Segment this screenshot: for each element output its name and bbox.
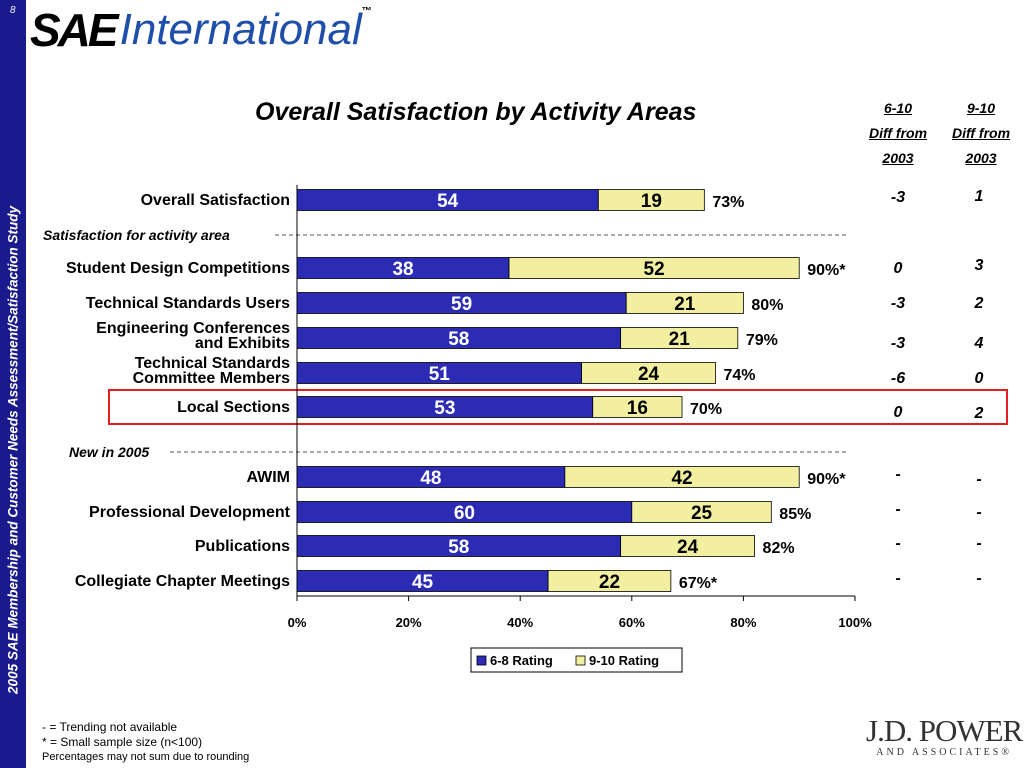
category-label: Professional Development xyxy=(89,504,291,521)
data-label-9-10: 16 xyxy=(627,398,648,419)
diff-9-10-value: 3 xyxy=(975,257,984,274)
section-label: Satisfaction for activity area xyxy=(43,227,230,243)
footnotes: - = Trending not available * = Small sam… xyxy=(42,720,249,765)
data-label-9-10: 19 xyxy=(641,191,662,212)
bar-9-10 xyxy=(620,535,755,557)
x-tick-label: 40% xyxy=(507,615,533,630)
data-label-6-8: 51 xyxy=(429,364,451,385)
bar-9-10 xyxy=(620,327,739,349)
bar-9-10 xyxy=(508,257,800,279)
total-label: 70% xyxy=(690,401,722,418)
diff-6-10-value: -6 xyxy=(891,370,905,387)
data-label-6-8: 58 xyxy=(448,329,469,350)
data-label-9-10: 42 xyxy=(671,468,692,489)
legend-swatch-9-10 xyxy=(575,655,586,666)
diff-9-10-value: - xyxy=(976,535,981,552)
diff-6-10-value: - xyxy=(895,501,900,518)
diff-6-10-value: -3 xyxy=(891,295,905,312)
diff-9-10-value: 2 xyxy=(974,295,984,312)
diff-6-10-value: - xyxy=(895,570,900,587)
category-label: Overall Satisfaction xyxy=(141,192,290,209)
diff-6-10-value: -3 xyxy=(891,189,905,206)
highlight-box xyxy=(108,389,1008,425)
total-label: 85% xyxy=(779,506,811,523)
data-label-9-10: 52 xyxy=(644,259,665,280)
data-label-6-8: 45 xyxy=(412,572,434,593)
data-label-6-8: 59 xyxy=(451,294,472,315)
legend-label-6-8: 6-8 Rating xyxy=(490,653,553,668)
category-label: Student Design Competitions xyxy=(66,260,290,277)
data-label-9-10: 21 xyxy=(674,294,696,315)
diff-9-10-value: 0 xyxy=(975,370,984,387)
diff-9-10-value: - xyxy=(976,471,981,488)
legend-label-9-10: 9-10 Rating xyxy=(589,653,659,668)
data-label-6-8: 48 xyxy=(420,468,441,489)
category-label: Local Sections xyxy=(177,399,290,416)
category-label: Technical Standards Users xyxy=(86,295,290,312)
footnote-trending: - = Trending not available xyxy=(42,720,178,734)
diff-6-10-value: 0 xyxy=(894,260,903,277)
data-label-9-10: 21 xyxy=(669,329,691,350)
data-label-9-10: 25 xyxy=(691,503,713,524)
total-label: 79% xyxy=(746,332,778,349)
data-label-9-10: 22 xyxy=(599,572,620,593)
chart-title: Overall Satisfaction by Activity Areas xyxy=(255,98,697,126)
sidebar-band: 8 2005 SAE Membership and Customer Needs… xyxy=(0,0,26,768)
section-label: New in 2005 xyxy=(69,444,149,460)
footnote-sample: * = Small sample size (n<100) xyxy=(42,735,203,749)
data-label-9-10: 24 xyxy=(638,364,660,385)
diff-9-10-value: 2 xyxy=(974,405,984,422)
data-label-6-8: 60 xyxy=(454,503,475,524)
diff-6-10-value: - xyxy=(895,535,900,552)
data-label-6-8: 38 xyxy=(392,259,413,280)
category-label: Engineering Conferences and Exhibits xyxy=(96,320,290,352)
page-number: 8 xyxy=(10,5,16,16)
total-label: 80% xyxy=(751,297,783,314)
legend-swatch-6-8 xyxy=(476,655,487,666)
data-label-6-8: 58 xyxy=(448,537,469,558)
total-label: 90%* xyxy=(807,471,846,488)
bar-9-10 xyxy=(564,466,800,488)
bar-9-10 xyxy=(547,570,672,592)
diff-header-6-10: 6-10 Diff from 2003 xyxy=(868,100,928,166)
category-label: AWIM xyxy=(246,469,290,486)
category-label: Collegiate Chapter Meetings xyxy=(75,573,290,590)
total-label: 74% xyxy=(724,367,756,384)
diff-9-10-value: - xyxy=(976,570,981,587)
diff-9-10-value: 4 xyxy=(974,335,984,352)
data-label-6-8: 53 xyxy=(434,398,455,419)
total-label: 90%* xyxy=(807,262,846,279)
bar-9-10 xyxy=(581,362,716,384)
data-label-6-8: 54 xyxy=(437,191,459,212)
diff-9-10-value: 1 xyxy=(975,188,984,205)
x-tick-label: 100% xyxy=(838,615,872,630)
total-label: 67%* xyxy=(679,575,718,592)
x-tick-label: 20% xyxy=(396,615,422,630)
diff-9-10-value: - xyxy=(976,504,981,521)
category-label: Technical Standards Committee Members xyxy=(133,355,290,387)
jdpower-logo: J.D. POWER AND ASSOCIATES® xyxy=(866,713,1023,758)
diff-6-10-value: -3 xyxy=(891,335,905,352)
x-tick-label: 60% xyxy=(619,615,645,630)
total-label: 82% xyxy=(763,540,795,557)
bar-9-10 xyxy=(625,292,744,314)
diff-header-9-10: 9-10 Diff from 2003 xyxy=(951,100,1011,166)
footnote-rounding: Percentages may not sum due to rounding xyxy=(42,751,250,763)
diff-6-10-value: 0 xyxy=(894,404,903,421)
bar-9-10 xyxy=(592,396,683,418)
x-tick-label: 0% xyxy=(288,615,307,630)
diff-6-10-value: - xyxy=(895,466,900,483)
sae-international-logo: SAEInternational™ xyxy=(30,4,372,56)
x-tick-label: 80% xyxy=(730,615,756,630)
data-label-9-10: 24 xyxy=(677,537,699,558)
bar-9-10 xyxy=(631,501,772,523)
total-label: 73% xyxy=(712,194,744,211)
category-label: Publications xyxy=(195,538,290,555)
bar-9-10 xyxy=(597,189,705,211)
